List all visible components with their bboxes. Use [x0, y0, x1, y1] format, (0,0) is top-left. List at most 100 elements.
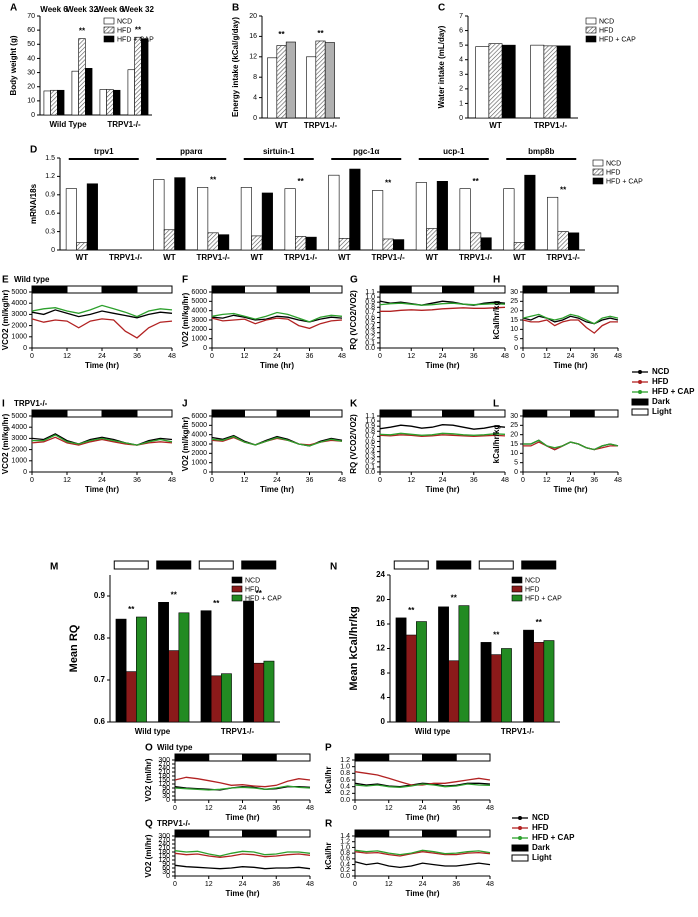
y-tick-label: 2000 — [191, 326, 207, 333]
panel-title: Wild type — [157, 743, 193, 752]
x-tick-label: 48 — [486, 881, 494, 888]
x-tick-label: 0 — [521, 353, 525, 360]
legend-swatch — [585, 26, 597, 34]
y-tick-label: 0 — [203, 345, 207, 352]
legend-marker — [638, 380, 642, 384]
light-dark-bar — [455, 753, 491, 762]
y-tick-label: 240 — [158, 765, 170, 772]
y-tick-label: 2000 — [191, 450, 207, 457]
y-tick-label: 10 — [510, 450, 518, 457]
y-tick-label: 270 — [158, 837, 170, 844]
x-tick-label: 36 — [133, 353, 141, 360]
bar — [338, 238, 350, 251]
bar — [251, 235, 263, 251]
y-tick-label: 0.9 — [45, 192, 55, 199]
x-tick-label: 12 — [205, 805, 213, 812]
panel-label: G — [350, 275, 358, 286]
bar — [197, 187, 209, 251]
x-tick-label: Week 6 — [40, 5, 68, 14]
series-line — [522, 315, 619, 325]
y-axis-label: Mean kCal/hr/kg — [348, 606, 360, 690]
light-dark-bar — [546, 409, 571, 418]
y-tick-label: 1 — [459, 100, 463, 107]
x-tick-label: WT — [426, 253, 439, 262]
group-label: Wild type — [135, 727, 171, 736]
x-tick-label: Week 32 — [122, 5, 154, 14]
y-tick-label: 120 — [158, 781, 170, 788]
x-tick-label: 12 — [407, 477, 415, 484]
x-tick-label: 24 — [567, 353, 575, 360]
legend-label: HFD + CAP — [245, 595, 282, 602]
panel-label: I — [2, 399, 5, 410]
legend-light — [631, 408, 649, 416]
series-line — [211, 317, 343, 330]
bar — [533, 642, 545, 723]
x-tick-label: 36 — [452, 881, 460, 888]
x-tick-label: 24 — [567, 477, 575, 484]
y-tick-label: 210 — [158, 845, 170, 852]
legend-label: NCD — [606, 160, 621, 167]
x-tick-label: 0 — [378, 353, 382, 360]
light-dark-bar — [522, 409, 548, 418]
legend-label: Dark — [652, 397, 670, 406]
bar — [426, 228, 438, 251]
legend-marker — [518, 816, 522, 820]
x-tick-label: 0 — [173, 881, 177, 888]
bar — [328, 174, 340, 251]
bar — [556, 45, 571, 119]
light-dark-bar — [101, 285, 138, 294]
y-tick-label: 180 — [158, 773, 170, 780]
y-tick-label: 300 — [158, 833, 170, 840]
series-line — [174, 776, 311, 788]
bar — [513, 242, 525, 251]
y-tick-label: 12 — [249, 54, 257, 61]
x-tick-label: TRPV1-/- — [284, 253, 318, 262]
bar — [470, 232, 482, 251]
bar — [57, 89, 65, 116]
x-tick-label: 12 — [63, 477, 71, 484]
panel-label: E — [2, 275, 9, 286]
y-tick-label: 1.1 — [365, 413, 375, 420]
group-label: TRPV1-/- — [501, 727, 535, 736]
light-dark-box — [521, 560, 557, 570]
series-line — [211, 314, 343, 323]
light-dark-bar — [211, 409, 245, 418]
legend-label: HFD — [117, 27, 131, 34]
bar — [200, 610, 212, 723]
y-tick-label: 0 — [166, 873, 170, 880]
x-tick-label: WT — [489, 121, 502, 130]
bar — [405, 634, 417, 723]
series-line — [354, 861, 491, 869]
y-tick-label: 5000 — [11, 413, 27, 420]
y-tick-label: 30 — [162, 793, 170, 800]
bar — [243, 600, 254, 723]
x-tick-label: 24 — [273, 477, 281, 484]
y-tick-label: 6000 — [191, 289, 207, 296]
y-tick-label: 4 — [459, 57, 463, 64]
x-tick-label: 0 — [210, 477, 214, 484]
y-tick-label: 30 — [162, 869, 170, 876]
light-dark-bar — [442, 285, 475, 294]
y-axis-label: RQ (VCO2/VO2) — [349, 414, 358, 474]
light-dark-bar — [136, 285, 173, 294]
y-tick-label: 0 — [203, 469, 207, 476]
annotation: ** — [451, 594, 458, 603]
y-tick-label: 4 — [381, 693, 386, 702]
bar — [416, 621, 427, 723]
y-tick-label: 60 — [27, 27, 35, 34]
y-tick-label: 0.4 — [365, 324, 375, 331]
bar — [221, 673, 232, 723]
series-line — [174, 785, 311, 791]
annotation: ** — [256, 589, 263, 598]
y-tick-label: 6 — [459, 27, 463, 34]
legend-label: Light — [652, 407, 672, 416]
light-dark-bar — [473, 285, 506, 294]
y-tick-label: 5000 — [191, 298, 207, 305]
bar — [85, 68, 93, 116]
x-tick-label: 12 — [385, 881, 393, 888]
x-tick-label: 24 — [273, 353, 281, 360]
x-tick-label: 24 — [419, 881, 427, 888]
y-tick-label: 24 — [376, 570, 385, 579]
y-tick-label: 1.2 — [45, 173, 55, 180]
light-dark-box — [113, 560, 149, 570]
